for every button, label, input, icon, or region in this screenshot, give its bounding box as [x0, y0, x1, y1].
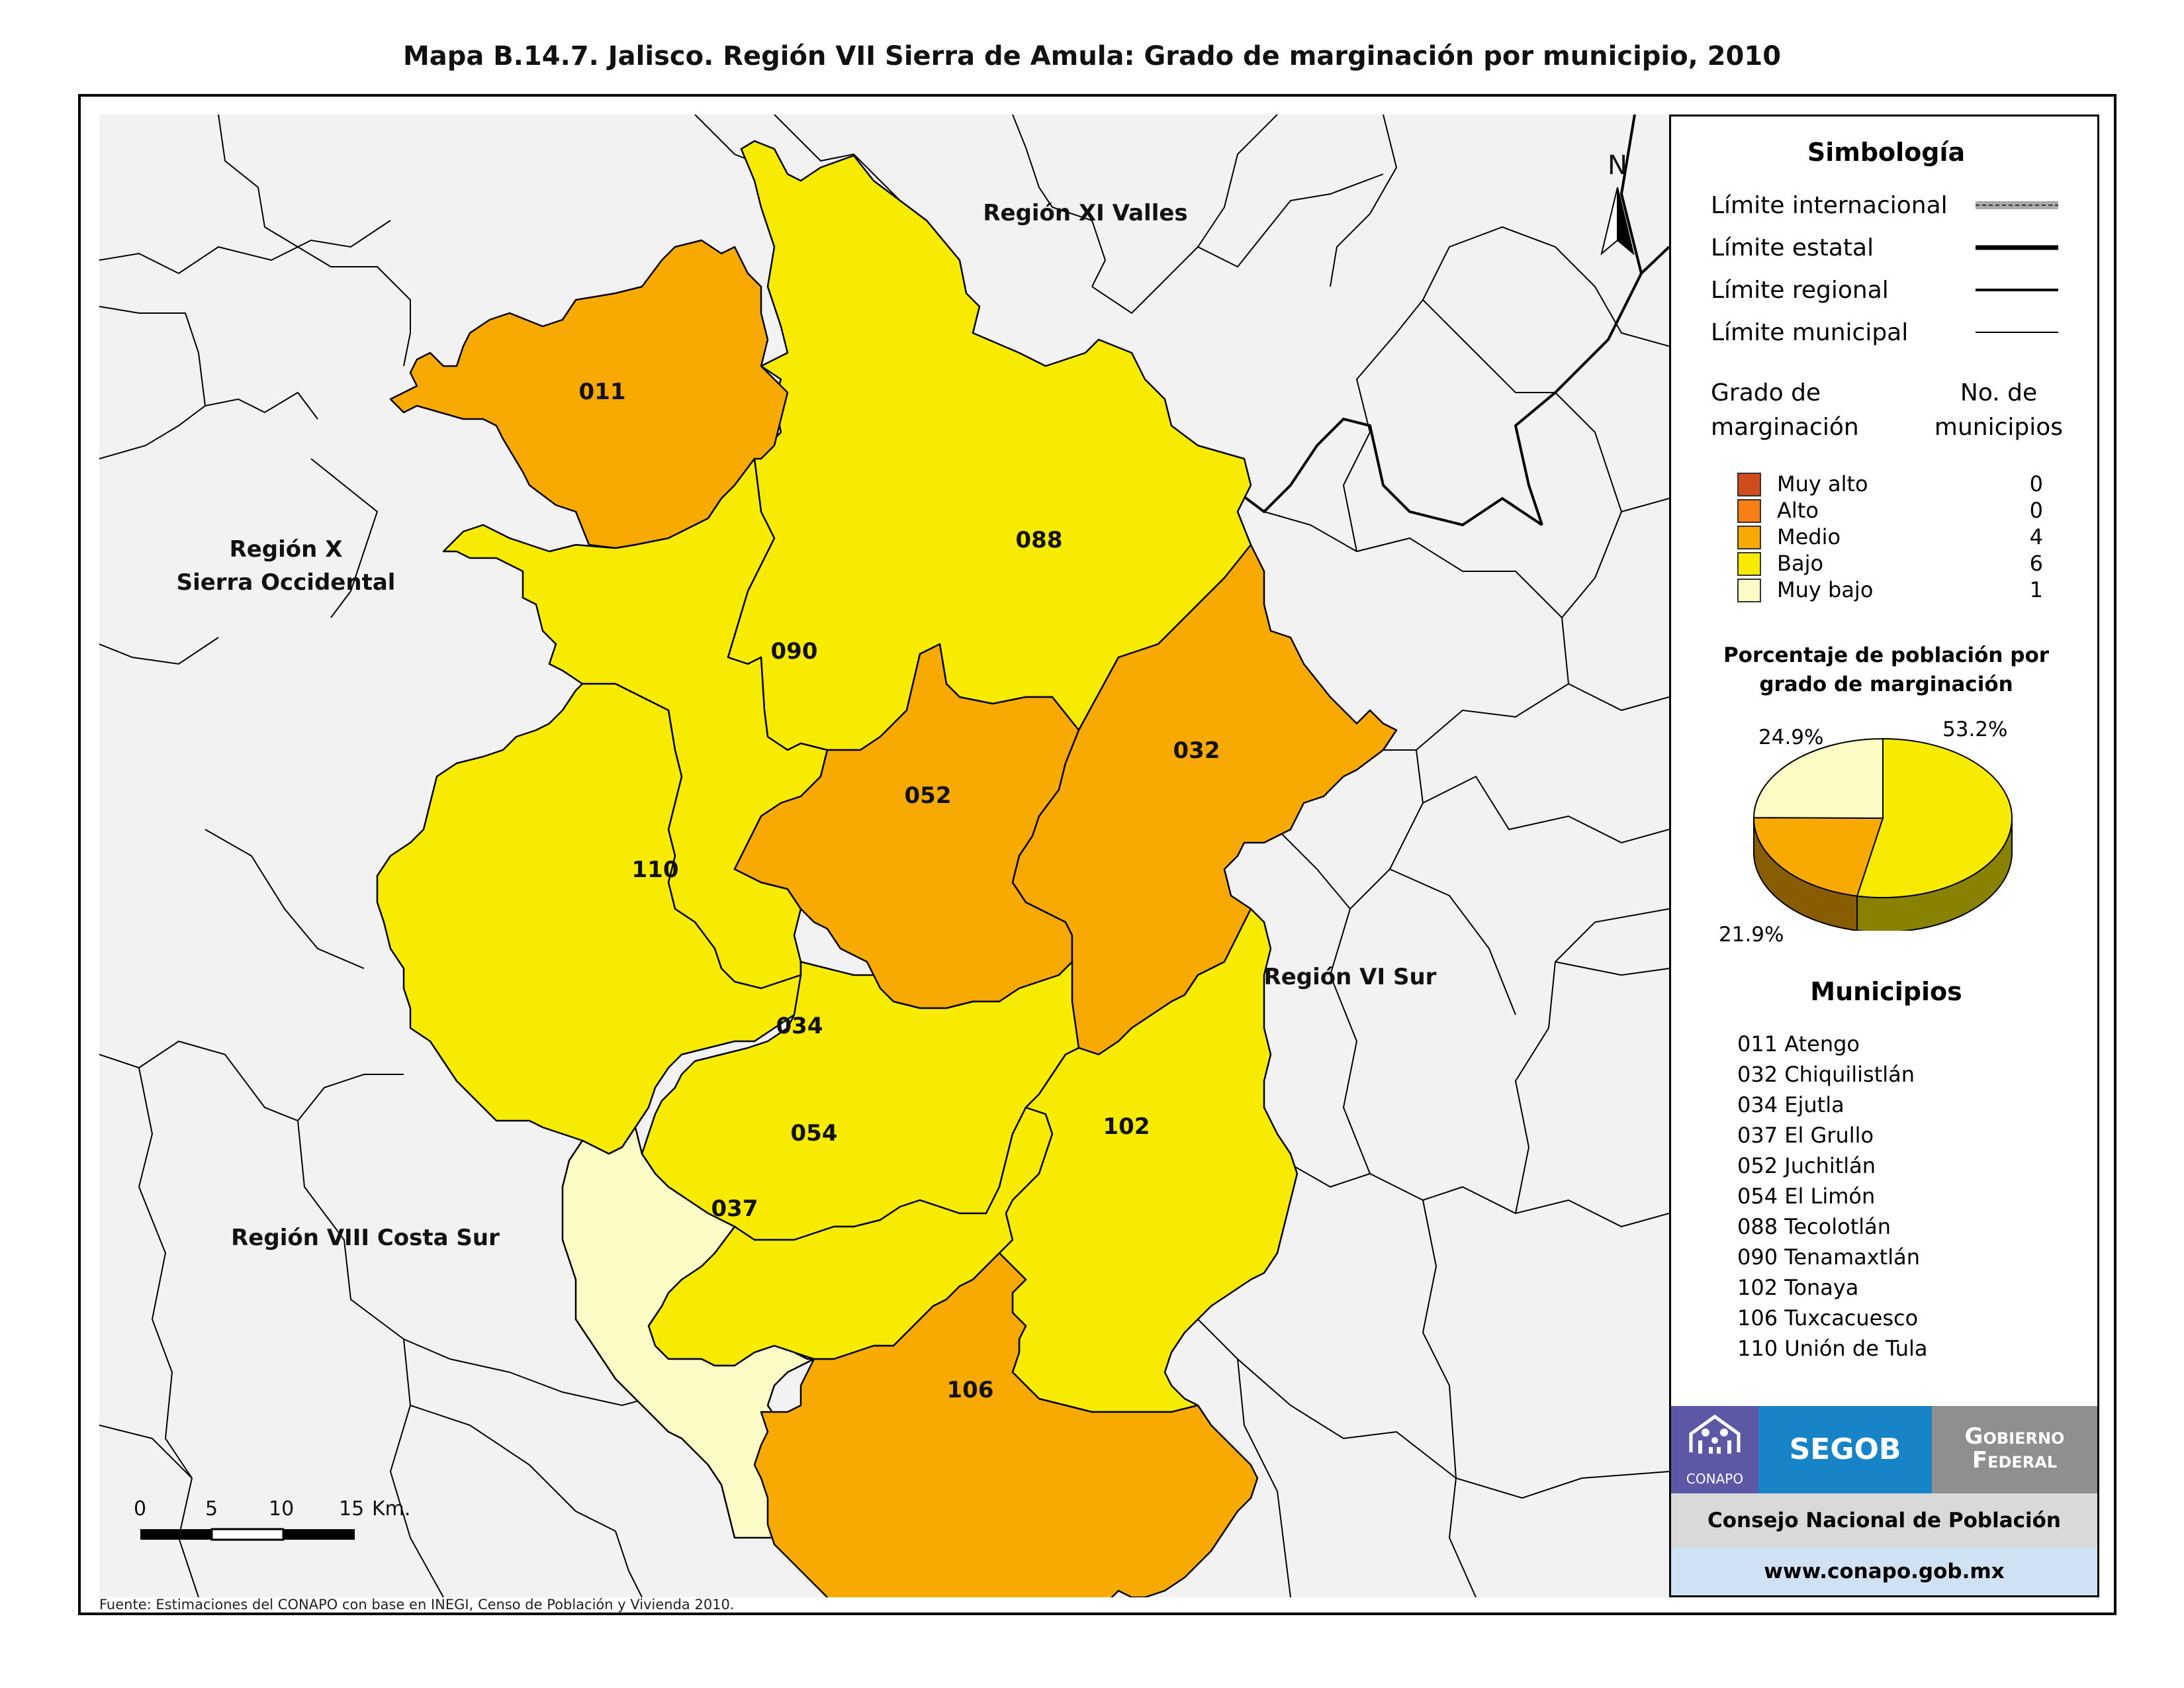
gobierno-federal-logo: Gobierno Federal [1932, 1406, 2097, 1493]
pie-slice-bajo [1856, 737, 2013, 898]
map-frame [78, 94, 2116, 1615]
scale-tick-0: 0 [134, 1497, 146, 1521]
map-title: Mapa B.14.7. Jalisco. Región VII Sierra … [402, 41, 1782, 71]
municipio-list-item: 110 Unión de Tula [1737, 1336, 1928, 1361]
limit-state-label: Límite estatal [1711, 234, 1874, 261]
pie-chart [1752, 737, 2013, 931]
municipio-106[interactable] [753, 1252, 1259, 1597]
gobierno-line2: Federal [1972, 1447, 2058, 1474]
segob-logo: SEGOB [1758, 1406, 1932, 1493]
class-count-bajo: 6 [2029, 551, 2043, 576]
municipios-layer [376, 140, 1398, 1597]
region-labels: Región XI Valles Región X Sierra Occiden… [177, 200, 1437, 1251]
label-106: 106 [947, 1377, 994, 1403]
municipio-list-item: 032 Chiquilistlán [1737, 1062, 1915, 1087]
gobierno-line1: Gobierno [1964, 1423, 2065, 1450]
municipio-list-item: 106 Tuxcacuesco [1737, 1305, 1919, 1331]
north-arrow: N [1600, 150, 1635, 256]
region-label-vi: Región VI Sur [1264, 964, 1437, 990]
label-102: 102 [1103, 1113, 1150, 1140]
legend-panel: Simbología Límite internacional Límite e… [1669, 115, 2099, 1597]
conapo-text: CONAPO [1686, 1471, 1744, 1487]
municipios-title: Municipios [1810, 977, 1962, 1006]
count-header: No. de municipios [1929, 376, 2068, 445]
class-count-medio: 4 [2029, 524, 2043, 549]
swatch-muy-alto [1737, 473, 1761, 496]
pie-label-medio: 21.9% [1719, 923, 1784, 947]
swatch-bajo [1737, 552, 1761, 576]
limit-municipal-symbol [1976, 332, 2058, 333]
municipio-list-item: 011 Atengo [1737, 1031, 1860, 1056]
limit-regional-label: Límite regional [1711, 277, 1889, 304]
class-count-muy-alto: 0 [2029, 471, 2043, 496]
label-032: 032 [1173, 737, 1220, 764]
scale-bar: 0 5 10 15 Km. [134, 1497, 410, 1541]
map-canvas: 011 088 090 052 032 110 034 054 102 037 … [99, 115, 1669, 1597]
limit-international-symbol [1976, 201, 2058, 209]
label-052: 052 [905, 782, 952, 809]
swatch-medio [1737, 526, 1761, 549]
pie-label-muy-bajo: 24.9% [1758, 726, 1824, 749]
label-110: 110 [632, 857, 679, 883]
limit-regional-symbol [1976, 289, 2058, 291]
scale-unit: Km. [372, 1497, 410, 1521]
limit-state-symbol [1976, 245, 2058, 250]
grade-header-line1: Grado de [1711, 379, 1821, 406]
grade-header-line2: marginación [1711, 414, 1859, 441]
municipio-list-item: 102 Tonaya [1737, 1275, 1859, 1300]
class-label-bajo: Bajo [1777, 551, 1824, 576]
legend-title: Simbología [1807, 138, 1966, 167]
municipio-labels: 011 088 090 052 032 110 034 054 102 037 … [579, 379, 1220, 1403]
label-088: 088 [1016, 527, 1063, 553]
municipio-102[interactable] [998, 908, 1298, 1413]
swatch-muy-bajo [1737, 579, 1761, 602]
pie-title-line1: Porcentaje de población por [1723, 643, 2050, 667]
municipio-list-item: 090 Tenamaxtlán [1737, 1244, 1920, 1270]
municipio-list-item: 052 Juchitlán [1737, 1153, 1876, 1178]
north-label: N [1608, 150, 1627, 181]
label-037: 037 [711, 1196, 758, 1222]
limit-international-label: Límite internacional [1711, 192, 1948, 219]
label-034: 034 [776, 1013, 823, 1039]
class-label-medio: Medio [1777, 524, 1841, 549]
class-label-muy-alto: Muy alto [1777, 471, 1868, 496]
region-label-x-sub: Sierra Occidental [177, 569, 396, 596]
municipio-list-item: 034 Ejutla [1737, 1092, 1844, 1117]
pie-title-line2: grado de marginación [1759, 673, 2013, 696]
conapo-house-icon [1689, 1414, 1741, 1454]
source-note: Fuente: Estimaciones del CONAPO con base… [99, 1597, 735, 1613]
label-011: 011 [579, 379, 626, 405]
swatch-alto [1737, 499, 1761, 523]
municipio-list-item: 037 El Grullo [1737, 1123, 1874, 1148]
scale-tick-15: 15 [339, 1497, 364, 1521]
website-link[interactable]: www.conapo.gob.mx [1671, 1548, 2097, 1595]
class-label-alto: Alto [1777, 498, 1819, 523]
count-header-line2: municipios [1934, 414, 2064, 441]
pie-tops [1752, 737, 2013, 898]
pie-slice-medio [1753, 817, 1884, 897]
pie-slice-muy-bajo [1752, 737, 1884, 820]
class-label-muy-bajo: Muy bajo [1777, 577, 1874, 602]
region-label-xi: Región XI Valles [983, 200, 1187, 226]
label-054: 054 [791, 1120, 838, 1147]
scale-tick-5: 5 [205, 1497, 218, 1521]
municipio-037[interactable] [561, 1126, 815, 1539]
pie-label-bajo: 53.2% [1942, 718, 2008, 741]
municipio-032[interactable] [1011, 543, 1398, 1056]
municipio-list-item: 088 Tecolotlán [1737, 1214, 1891, 1239]
class-count-muy-bajo: 1 [2029, 577, 2043, 602]
grade-header: Grado de marginación [1711, 376, 1859, 445]
regional-boundaries [1177, 115, 1669, 527]
municipio-list-item: 054 El Limón [1737, 1184, 1876, 1209]
label-090: 090 [771, 638, 818, 665]
count-header-line1: No. de [1960, 379, 2038, 406]
scale-tick-10: 10 [269, 1497, 294, 1521]
pie-title: Porcentaje de población por grado de mar… [1698, 641, 2075, 699]
region-label-x: Región X [230, 536, 343, 563]
class-count-alto: 0 [2029, 498, 2043, 523]
limit-municipal-label: Límite municipal [1711, 319, 1909, 346]
region-label-viii: Región VIII Costa Sur [231, 1225, 500, 1251]
institution-name: Consejo Nacional de Población [1671, 1493, 2097, 1548]
conapo-logo: CONAPO [1671, 1406, 1758, 1493]
